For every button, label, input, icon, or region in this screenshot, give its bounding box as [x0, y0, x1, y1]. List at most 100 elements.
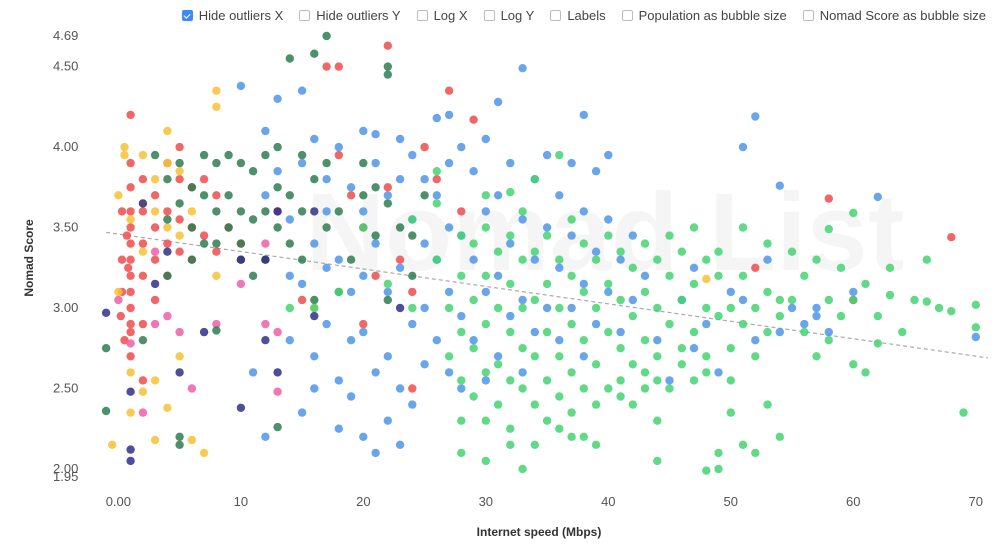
data-point-darkgreen[interactable]: [273, 183, 282, 192]
data-point-green[interactable]: [726, 376, 735, 385]
data-point-blue[interactable]: [285, 336, 294, 345]
data-point-green[interactable]: [873, 311, 882, 321]
data-point-red[interactable]: [824, 194, 833, 203]
data-point-darkgreen[interactable]: [273, 142, 282, 152]
data-point-blue[interactable]: [310, 134, 319, 144]
data-point-red[interactable]: [126, 303, 135, 313]
data-point-navy[interactable]: [163, 247, 172, 256]
data-point-orange[interactable]: [187, 435, 197, 445]
data-point-darkgreen[interactable]: [261, 150, 270, 160]
data-point-darkgreen[interactable]: [175, 158, 184, 168]
data-point-blue[interactable]: [334, 255, 343, 264]
data-point-blue[interactable]: [346, 183, 356, 192]
data-point-blue[interactable]: [420, 239, 429, 248]
data-point-darkgreen[interactable]: [187, 223, 197, 232]
data-point-blue[interactable]: [481, 376, 490, 385]
data-point-darkgreen[interactable]: [420, 191, 429, 200]
data-point-green[interactable]: [873, 339, 882, 348]
data-point-green[interactable]: [665, 384, 674, 393]
data-point-green[interactable]: [530, 352, 539, 361]
data-point-green[interactable]: [310, 303, 319, 313]
data-point-green[interactable]: [824, 295, 833, 305]
data-point-green[interactable]: [738, 319, 748, 329]
data-point-blue[interactable]: [579, 110, 588, 120]
data-point-darkgreen[interactable]: [371, 231, 380, 240]
data-point-blue[interactable]: [261, 432, 270, 441]
data-point-darkgreen[interactable]: [285, 191, 294, 200]
data-point-darkgreen[interactable]: [297, 255, 307, 264]
labels-option[interactable]: Labels: [550, 8, 606, 23]
data-point-green[interactable]: [591, 303, 601, 313]
data-point-navy[interactable]: [138, 199, 148, 208]
data-point-green[interactable]: [751, 352, 760, 361]
data-point-red[interactable]: [138, 376, 148, 385]
data-point-green[interactable]: [555, 303, 564, 313]
data-point-green[interactable]: [481, 416, 490, 425]
data-point-darkgreen[interactable]: [285, 54, 294, 63]
data-point-blue[interactable]: [555, 336, 564, 345]
data-point-red[interactable]: [751, 263, 760, 272]
data-point-navy[interactable]: [261, 255, 270, 264]
data-point-blue[interactable]: [457, 142, 466, 152]
data-point-green[interactable]: [604, 384, 613, 393]
data-point-green[interactable]: [738, 440, 748, 449]
data-point-blue[interactable]: [775, 181, 784, 190]
data-point-green[interactable]: [518, 464, 527, 474]
data-point-green[interactable]: [738, 223, 748, 232]
data-point-pink[interactable]: [212, 319, 221, 329]
data-point-green[interactable]: [763, 287, 772, 297]
data-point-blue[interactable]: [971, 332, 980, 342]
data-point-darkgreen[interactable]: [150, 150, 160, 160]
data-point-blue[interactable]: [555, 263, 564, 272]
data-point-green[interactable]: [689, 327, 699, 337]
data-point-green[interactable]: [493, 247, 503, 256]
data-point-darkgreen[interactable]: [163, 271, 172, 280]
data-point-red[interactable]: [163, 239, 172, 248]
data-point-green[interactable]: [579, 432, 588, 441]
data-point-green[interactable]: [836, 311, 846, 321]
data-point-red[interactable]: [346, 191, 356, 200]
data-point-blue[interactable]: [334, 424, 343, 433]
data-point-green[interactable]: [628, 360, 637, 369]
data-point-green[interactable]: [812, 255, 821, 264]
log-x-option[interactable]: Log X: [416, 8, 468, 23]
data-point-blue[interactable]: [457, 384, 466, 393]
data-point-darkgreen[interactable]: [359, 158, 368, 168]
data-point-blue[interactable]: [506, 311, 515, 321]
data-point-green[interactable]: [408, 303, 417, 313]
data-point-blue[interactable]: [714, 368, 723, 377]
data-point-blue[interactable]: [493, 97, 503, 107]
data-point-navy[interactable]: [236, 403, 246, 412]
data-point-green[interactable]: [444, 352, 454, 361]
data-point-red[interactable]: [199, 175, 209, 184]
data-point-blue[interactable]: [285, 215, 294, 224]
data-point-green[interactable]: [506, 376, 515, 385]
data-point-blue[interactable]: [604, 215, 613, 224]
log-y-option[interactable]: Log Y: [483, 8, 534, 23]
data-point-green[interactable]: [432, 199, 441, 208]
data-point-green[interactable]: [469, 239, 478, 248]
data-point-blue[interactable]: [518, 295, 527, 305]
data-point-darkgreen[interactable]: [346, 255, 356, 264]
data-point-green[interactable]: [542, 327, 552, 337]
data-point-green[interactable]: [849, 360, 858, 369]
data-point-green[interactable]: [567, 271, 576, 280]
data-point-green[interactable]: [787, 247, 797, 256]
data-point-orange[interactable]: [114, 191, 123, 200]
data-point-green[interactable]: [457, 448, 466, 458]
data-point-blue[interactable]: [420, 303, 429, 313]
data-point-orange[interactable]: [138, 387, 148, 396]
data-point-green[interactable]: [653, 416, 662, 425]
data-point-red[interactable]: [126, 223, 135, 232]
data-point-red[interactable]: [126, 327, 135, 337]
data-point-red[interactable]: [947, 233, 956, 242]
data-point-green[interactable]: [714, 464, 723, 474]
data-point-blue[interactable]: [444, 223, 454, 232]
data-point-green[interactable]: [812, 352, 821, 361]
data-point-blue[interactable]: [432, 336, 441, 345]
data-point-green[interactable]: [787, 295, 797, 305]
data-point-green[interactable]: [579, 336, 588, 345]
data-point-blue[interactable]: [751, 336, 760, 345]
data-point-darkgreen[interactable]: [199, 150, 209, 160]
data-point-pink[interactable]: [273, 327, 282, 337]
